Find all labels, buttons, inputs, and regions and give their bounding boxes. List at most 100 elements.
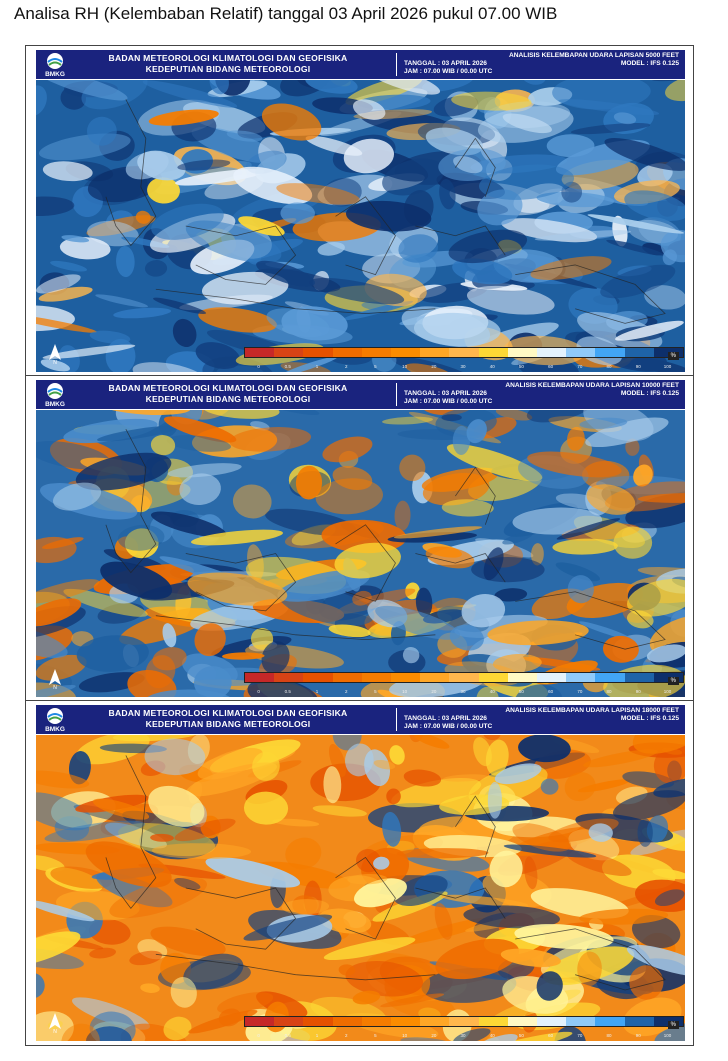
rh-panel-18000ft: BMKG BADAN METEOROLOGI KLIMATOLOGI DAN G… <box>25 700 694 1046</box>
colorbar-tick-label: 10 <box>402 364 408 369</box>
colorbar-tick-label: 0 <box>257 1033 260 1038</box>
colorbar-tick-label: 50 <box>518 1033 524 1038</box>
colorbar-tick-label: 20 <box>431 364 437 369</box>
colorbar-tick-label: 100 <box>663 1033 672 1038</box>
colorbar-swatch <box>332 673 362 682</box>
colorbar <box>244 1016 684 1027</box>
colorbar-swatch <box>624 673 654 682</box>
colorbar-tick-label: 2 <box>344 689 348 694</box>
north-arrow-icon: N <box>48 1013 62 1035</box>
colorbar-labels: 0 0.5 1 2 5 10 20 30 40 50 60 70 80 90 100 <box>244 1033 682 1038</box>
bmkg-logo: BMKG <box>40 382 70 408</box>
humidity-map: N 0 0.5 1 2 5 10 20 30 40 50 60 70 80 90 100 % <box>36 410 685 697</box>
north-label: N <box>53 360 57 364</box>
colorbar-swatch <box>274 673 304 682</box>
colorbar-unit: % <box>667 677 679 685</box>
colorbar-tick-label: 100 <box>663 689 672 694</box>
colorbar-swatch <box>566 673 596 682</box>
colorbar <box>244 672 684 683</box>
analysis-time: JAM : 07.00 WIB / 00.00 UTC <box>404 68 493 75</box>
colorbar-swatch <box>420 1017 450 1026</box>
colorbar-labels: 0 0.5 1 2 5 10 20 30 40 50 60 70 80 90 100 <box>244 689 682 694</box>
colorbar-tick-label: 40 <box>489 364 495 369</box>
colorbar-swatch <box>391 1017 421 1026</box>
colorbar-tick-label: 90 <box>635 364 641 369</box>
org-line-2: KEDEPUTIAN BIDANG METEOROLOGI <box>145 394 311 404</box>
colorbar-unit: % <box>667 352 679 360</box>
rh-panel-5000ft: BMKG BADAN METEOROLOGI KLIMATOLOGI DAN G… <box>25 45 694 377</box>
colorbar-tick-label: 70 <box>577 689 583 694</box>
colorbar-swatch <box>391 348 421 357</box>
panel-header: BMKG BADAN METEOROLOGI KLIMATOLOGI DAN G… <box>36 380 685 409</box>
colorbar-swatch <box>566 348 596 357</box>
colorbar-tick-label: 40 <box>489 1033 495 1038</box>
header-separator <box>396 708 397 731</box>
colorbar-swatch <box>332 348 362 357</box>
logo-text: BMKG <box>45 726 65 732</box>
bmkg-logo: BMKG <box>40 52 70 78</box>
colorbar-tick-label: 70 <box>577 1033 583 1038</box>
colorbar-swatch <box>537 348 567 357</box>
colorbar-swatch <box>361 1017 392 1026</box>
colorbar-tick-label: 1 <box>315 364 319 369</box>
colorbar-swatch <box>274 1017 304 1026</box>
colorbar-tick-label: 70 <box>577 364 583 369</box>
north-label: N <box>53 1029 57 1033</box>
colorbar-swatch <box>478 673 508 682</box>
colorbar <box>244 347 684 358</box>
logo-text: BMKG <box>45 71 65 77</box>
colorbar-swatch <box>537 1017 567 1026</box>
logo-text: BMKG <box>45 401 65 407</box>
colorbar-tick-label: 50 <box>518 364 524 369</box>
colorbar-tick-label: 90 <box>635 689 641 694</box>
panel-header: BMKG BADAN METEOROLOGI KLIMATOLOGI DAN G… <box>36 50 685 79</box>
colorbar-swatch <box>537 673 567 682</box>
colorbar-tick-label: 100 <box>663 364 672 369</box>
model-label: MODEL : IFS 0.125 <box>620 60 679 67</box>
colorbar-swatch <box>449 673 479 682</box>
colorbar-swatch <box>303 348 333 357</box>
colorbar-swatch <box>478 1017 508 1026</box>
org-name: BADAN METEOROLOGI KLIMATOLOGI DAN GEOFIS… <box>78 383 378 405</box>
colorbar-tick-label: 20 <box>431 689 437 694</box>
colorbar-swatch <box>595 348 625 357</box>
rh-panel-10000ft: BMKG BADAN METEOROLOGI KLIMATOLOGI DAN G… <box>25 375 694 702</box>
analysis-info: ANALISIS KELEMBAPAN UDARA LAPISAN 5000 F… <box>404 52 679 76</box>
colorbar-swatch <box>595 1017 625 1026</box>
org-name: BADAN METEOROLOGI KLIMATOLOGI DAN GEOFIS… <box>78 708 378 730</box>
colorbar-swatch <box>478 348 508 357</box>
colorbar-swatch <box>391 673 421 682</box>
colorbar-tick-label: 10 <box>402 689 408 694</box>
org-name: BADAN METEOROLOGI KLIMATOLOGI DAN GEOFIS… <box>78 53 378 75</box>
colorbar-swatch <box>303 673 333 682</box>
analysis-title: ANALISIS KELEMBAPAN UDARA LAPISAN 5000 F… <box>509 52 679 59</box>
colorbar-tick-label: 2 <box>344 364 348 369</box>
colorbar-swatch <box>245 348 275 357</box>
colorbar-swatch <box>361 348 392 357</box>
colorbar-swatch <box>507 1017 538 1026</box>
colorbar-tick-label: 5 <box>374 689 377 694</box>
analysis-date: TANGGAL : 03 APRIL 2026 <box>404 390 487 397</box>
colorbar-swatch <box>332 1017 362 1026</box>
colorbar-tick-label: 0.5 <box>284 364 291 369</box>
colorbar-tick-label: 5 <box>374 364 377 369</box>
colorbar-swatch <box>274 348 304 357</box>
analysis-title: ANALISIS KELEMBAPAN UDARA LAPISAN 10000 … <box>505 382 679 389</box>
colorbar-tick-label: 80 <box>606 689 612 694</box>
colorbar-tick-label: 80 <box>606 364 612 369</box>
colorbar-swatch <box>566 1017 596 1026</box>
colorbar-labels: 0 0.5 1 2 5 10 20 30 40 50 60 70 80 90 100 <box>244 364 682 369</box>
analysis-title: ANALISIS KELEMBAPAN UDARA LAPISAN 18000 … <box>505 707 679 714</box>
org-line-1: BADAN METEOROLOGI KLIMATOLOGI DAN GEOFIS… <box>108 383 348 393</box>
colorbar-tick-label: 80 <box>606 1033 612 1038</box>
page-caption: Analisa RH (Kelembaban Relatif) tanggal … <box>14 4 558 23</box>
colorbar-tick-label: 50 <box>518 689 524 694</box>
north-arrow-icon: N <box>48 669 62 691</box>
north-label: N <box>53 685 57 689</box>
colorbar-swatch <box>361 673 392 682</box>
analysis-time: JAM : 07.00 WIB / 00.00 UTC <box>404 723 493 730</box>
analysis-time: JAM : 07.00 WIB / 00.00 UTC <box>404 398 493 405</box>
colorbar-swatch <box>245 673 275 682</box>
colorbar-tick-label: 0 <box>257 689 260 694</box>
colorbar-tick-label: 10 <box>402 1033 408 1038</box>
